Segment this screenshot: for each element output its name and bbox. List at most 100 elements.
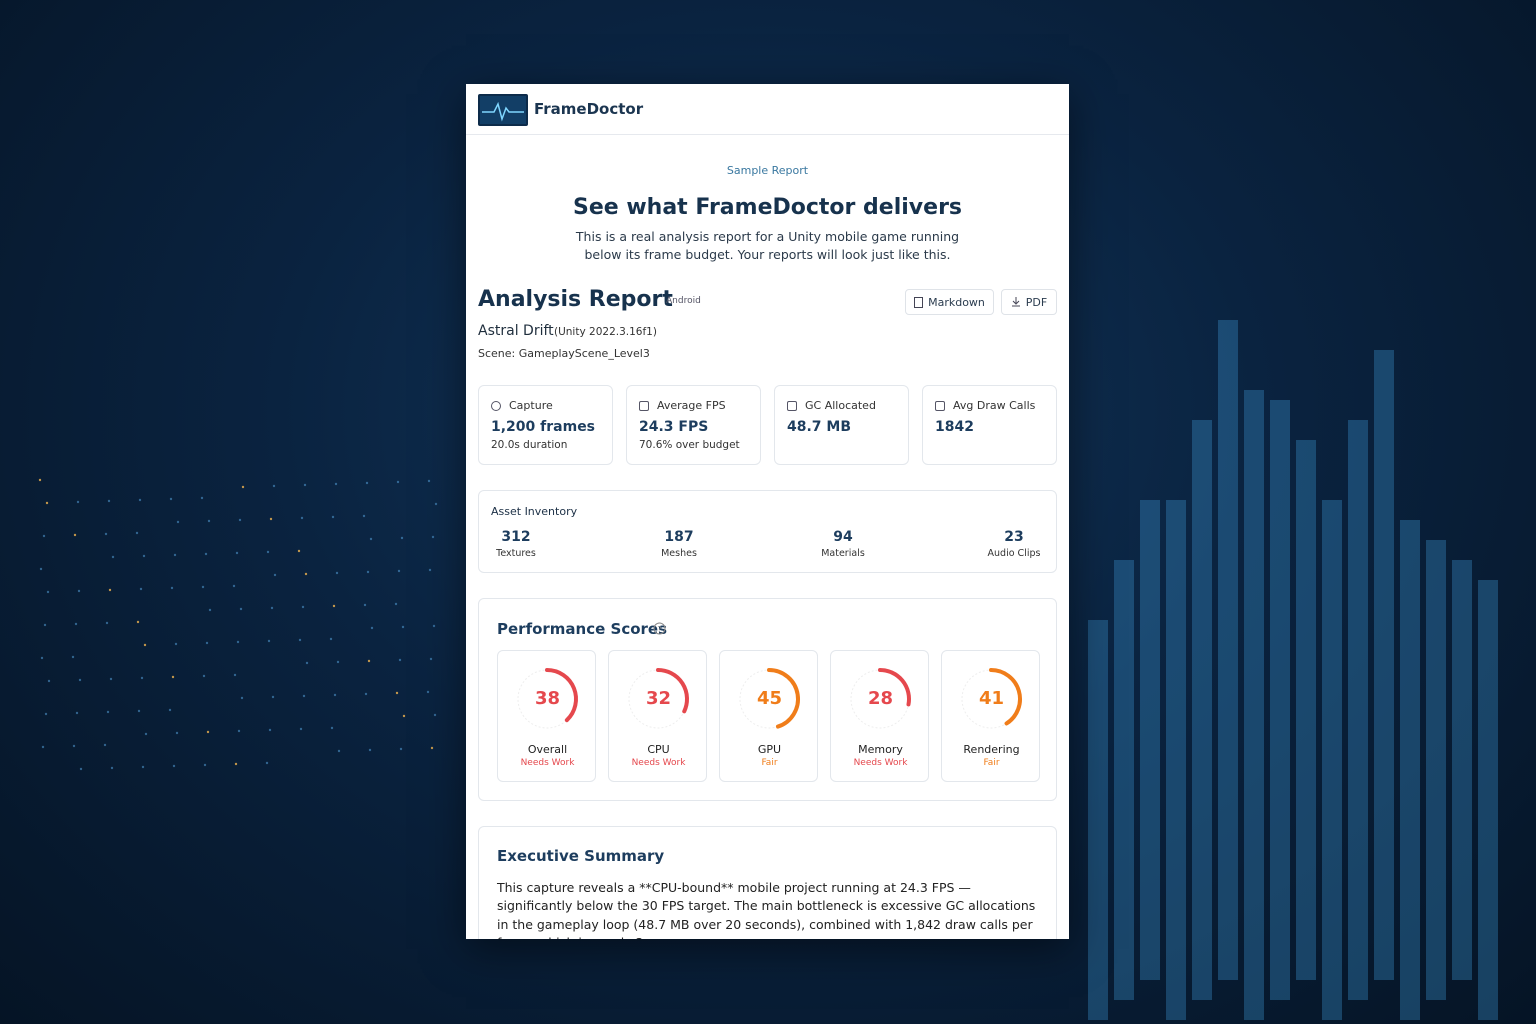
decor-dot — [44, 712, 48, 716]
decor-dot — [234, 762, 238, 766]
decor-dot — [75, 711, 79, 715]
decor-dot — [107, 499, 111, 503]
brand[interactable]: FrameDoctor — [534, 100, 644, 118]
decor-dot — [302, 694, 306, 698]
markdown-button[interactable]: Markdown — [905, 289, 994, 315]
decor-bar — [1140, 500, 1160, 980]
score-status: Needs Work — [631, 758, 686, 768]
stat-card: Capture 1,200 frames 20.0s duration — [478, 385, 613, 465]
decor-dot — [110, 766, 114, 770]
decor-dot — [73, 533, 77, 537]
intro-text: This is a real analysis report for a Uni… — [575, 229, 960, 262]
decor-bar — [1426, 540, 1446, 1000]
asset-label: Textures — [496, 548, 536, 559]
decor-dot — [395, 691, 399, 695]
decor-dot — [169, 497, 173, 501]
score-card: 28 Memory Needs Work — [830, 650, 929, 782]
decor-dot — [71, 655, 75, 659]
decor-dot — [144, 732, 148, 736]
decor-dot — [268, 728, 272, 732]
decor-dot — [368, 748, 372, 752]
decor-dot — [365, 481, 369, 485]
svg-text:?: ? — [657, 625, 661, 634]
score-gauge — [739, 668, 800, 729]
decor-dot — [267, 639, 271, 643]
pdf-button[interactable]: PDF — [1001, 289, 1057, 315]
decor-dot — [270, 606, 274, 610]
score-label: GPU — [757, 743, 782, 756]
help-icon[interactable]: ? — [653, 622, 666, 635]
decor-bar — [1088, 620, 1108, 1020]
decor-dot — [305, 661, 309, 665]
game-name: Astral Drift — [478, 323, 554, 339]
decor-dot — [233, 673, 237, 677]
score-card: 45 GPU Fair — [719, 650, 818, 782]
icon — [914, 296, 924, 308]
decor-dot — [38, 478, 42, 482]
decor-bar — [1114, 560, 1134, 1000]
decor-dot — [111, 555, 115, 559]
score-label: Memory — [858, 743, 903, 756]
header: FrameDoctor — [466, 84, 1069, 135]
decor-dot — [367, 659, 371, 663]
decor-dot — [138, 498, 142, 502]
decor-dot — [300, 516, 304, 520]
decor-dot — [201, 585, 205, 589]
decor-dot — [298, 638, 302, 642]
decor-dot — [265, 761, 269, 765]
decor-bar — [1478, 580, 1498, 1020]
intro-title: See what FrameDoctor delivers — [572, 195, 963, 220]
decor-dot — [400, 536, 404, 540]
section-title: Asset Inventory — [491, 505, 578, 518]
score-gauge — [517, 668, 578, 729]
stat-label: Avg Draw Calls — [953, 399, 1036, 412]
decor-dot — [202, 674, 206, 678]
score-value: 38 — [534, 688, 561, 709]
asset-count: 23 — [1004, 529, 1024, 545]
decor-dot — [76, 500, 80, 504]
decor-bar — [1452, 560, 1472, 980]
decor-dot — [330, 726, 334, 730]
decor-dot — [335, 571, 339, 575]
decor-dot — [303, 483, 307, 487]
gauge-arc — [767, 668, 800, 729]
score-gauge — [628, 668, 689, 729]
decor-dot — [236, 640, 240, 644]
decor-dot — [206, 730, 210, 734]
asset-label: Audio Clips — [987, 548, 1041, 559]
decor-dot — [173, 553, 177, 557]
gauge-arc — [989, 668, 1022, 726]
decor-bar — [1166, 500, 1186, 1020]
asset-count: 94 — [833, 529, 853, 545]
asset-inventory: Asset Inventory 312 Textures 187 Meshes 94 Ma… — [478, 490, 1057, 573]
stat-card: Average FPS 24.3 FPS 70.6% over budget — [626, 385, 761, 465]
decor-dot — [46, 590, 50, 594]
decor-dot — [434, 502, 438, 506]
stat-label: Capture — [509, 399, 553, 412]
performance-scores: Performance Scores ? 38 Overall Needs Work… — [478, 598, 1057, 801]
score-label: CPU — [647, 743, 670, 756]
gauge-arc — [656, 668, 689, 714]
asset-label: Meshes — [661, 548, 697, 559]
decor-dot — [297, 549, 301, 553]
decor-dot — [396, 480, 400, 484]
decor-dot — [140, 676, 144, 680]
decor-dot — [208, 608, 212, 612]
decor-dot — [74, 622, 78, 626]
decor-dot — [168, 708, 172, 712]
decor-dot — [170, 586, 174, 590]
decor-dot — [79, 767, 83, 771]
gauge-arc — [878, 668, 911, 707]
score-value: 41 — [978, 688, 1005, 709]
eyebrow: Sample Report — [726, 164, 809, 177]
decor-dot — [142, 554, 146, 558]
decor-dot — [105, 621, 109, 625]
stat-icon — [639, 401, 649, 411]
asset-count: 312 — [501, 529, 531, 545]
decor-dot — [433, 713, 437, 717]
decor-dot — [427, 479, 431, 483]
section-title: Performance Scores — [497, 620, 668, 638]
decor-dot — [205, 641, 209, 645]
